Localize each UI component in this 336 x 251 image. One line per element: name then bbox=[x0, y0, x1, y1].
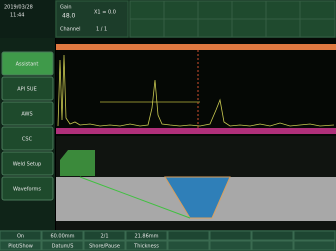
probe bbox=[60, 150, 95, 176]
date: 2019/03/28 bbox=[4, 5, 33, 11]
a-scan bbox=[56, 38, 336, 136]
bottom-label: On bbox=[17, 234, 24, 240]
bottom-cell bbox=[168, 231, 209, 240]
sidebar-button-label: CSC bbox=[22, 137, 33, 143]
bottom-cell[interactable] bbox=[210, 241, 251, 250]
sidebar-button-label: Weld Setup bbox=[13, 162, 41, 168]
axis-strip bbox=[56, 128, 336, 134]
readout-grid bbox=[130, 1, 335, 37]
bottom-label: 21.86mm bbox=[134, 234, 158, 240]
sidebar-button-label: Waveforms bbox=[13, 187, 41, 193]
sidebar-button-label: AWS bbox=[21, 112, 32, 118]
bottom-label: 2/1 bbox=[100, 234, 108, 240]
x1: X1 = 0.0 bbox=[94, 10, 116, 16]
sidebar-button-label: Assistant bbox=[16, 62, 39, 68]
bottom-label: Plot/Show bbox=[8, 244, 33, 250]
gain-label: Gain bbox=[60, 5, 72, 11]
bottom-cells: On 60.00mm 2/1 21.86mm Plot/Show Datum/S Shore… bbox=[0, 231, 335, 250]
channel-value: 1 / 1 bbox=[96, 27, 107, 33]
bottom-label: Datum/S bbox=[52, 244, 74, 250]
time: 11:44 bbox=[10, 13, 24, 19]
bottom-cell[interactable] bbox=[294, 241, 335, 250]
bottom-cell bbox=[210, 231, 251, 240]
bottom-cell[interactable] bbox=[168, 241, 209, 250]
channel-label: Channel bbox=[60, 27, 81, 33]
gain-value: 48.0 bbox=[62, 13, 76, 20]
bottom-label: Thickness bbox=[133, 244, 159, 250]
bottom-cell bbox=[252, 231, 293, 240]
bottom-label: 60.00mm bbox=[50, 234, 74, 240]
screen: 2019/03/28 11:44 Gain 48.0 X1 = 0.0 Chan… bbox=[0, 0, 336, 251]
bottom-cell[interactable] bbox=[252, 241, 293, 250]
bottom-label: Shore/Pause bbox=[89, 244, 120, 250]
gate-strip bbox=[56, 44, 336, 50]
sidebar-button-label: API 5UE bbox=[17, 87, 37, 93]
bottom-cell bbox=[294, 231, 335, 240]
